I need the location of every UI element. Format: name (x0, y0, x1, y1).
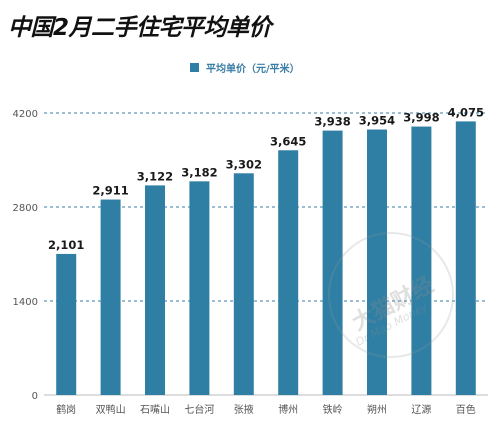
data-label: 3,938 (314, 115, 350, 129)
data-label: 3,645 (270, 134, 306, 148)
y-tick-label: 0 (32, 391, 38, 402)
bar (455, 121, 476, 396)
data-label: 3,954 (359, 114, 395, 128)
x-tick-label: 辽源 (411, 403, 431, 416)
y-tick-label: 1400 (13, 297, 38, 308)
y-tick-label: 4200 (13, 109, 38, 120)
bar (322, 130, 343, 395)
legend-label: 平均单价（元/平米） (206, 62, 300, 75)
chart-title: 中国2月二手住宅平均单价 (8, 15, 272, 41)
bars (56, 121, 476, 396)
x-tick-label: 博州 (278, 403, 298, 416)
data-label: 4,075 (448, 105, 484, 119)
bar (411, 126, 432, 395)
y-tick-label: 2800 (13, 203, 38, 214)
x-tick-label: 七台河 (184, 403, 214, 416)
x-tick-label: 铁岭 (323, 403, 343, 416)
x-tick-label: 百色 (456, 403, 476, 416)
bar (233, 173, 254, 395)
x-axis-ticks: 鹤岗 双鸭山 石嘴山 七台河 张掖 博州 铁岭 朔州 辽源 百色 (56, 403, 476, 416)
x-tick-label: 双鸭山 (96, 403, 126, 416)
bar (100, 199, 121, 395)
x-tick-label: 鹤岗 (56, 403, 76, 416)
data-label: 3,302 (226, 157, 262, 171)
y-axis-ticks: 0 1400 2800 4200 (13, 109, 38, 402)
data-label: 2,101 (48, 238, 84, 252)
data-label: 2,911 (92, 184, 128, 198)
legend: 平均单价（元/平米） (190, 62, 300, 75)
data-labels: 2,101 2,911 3,122 3,182 3,302 3,645 3,938 3,954… (48, 105, 484, 252)
bar (367, 129, 387, 395)
data-label: 3,122 (137, 169, 173, 183)
legend-swatch (190, 63, 199, 72)
bar (278, 150, 299, 395)
data-label: 3,998 (403, 111, 439, 125)
bar (189, 181, 210, 395)
data-label: 3,182 (181, 165, 217, 179)
bar (56, 253, 77, 395)
x-tick-label: 朔州 (367, 403, 387, 416)
x-tick-label: 张掖 (234, 403, 254, 416)
x-tick-label: 石嘴山 (140, 404, 170, 416)
bar (145, 185, 165, 395)
